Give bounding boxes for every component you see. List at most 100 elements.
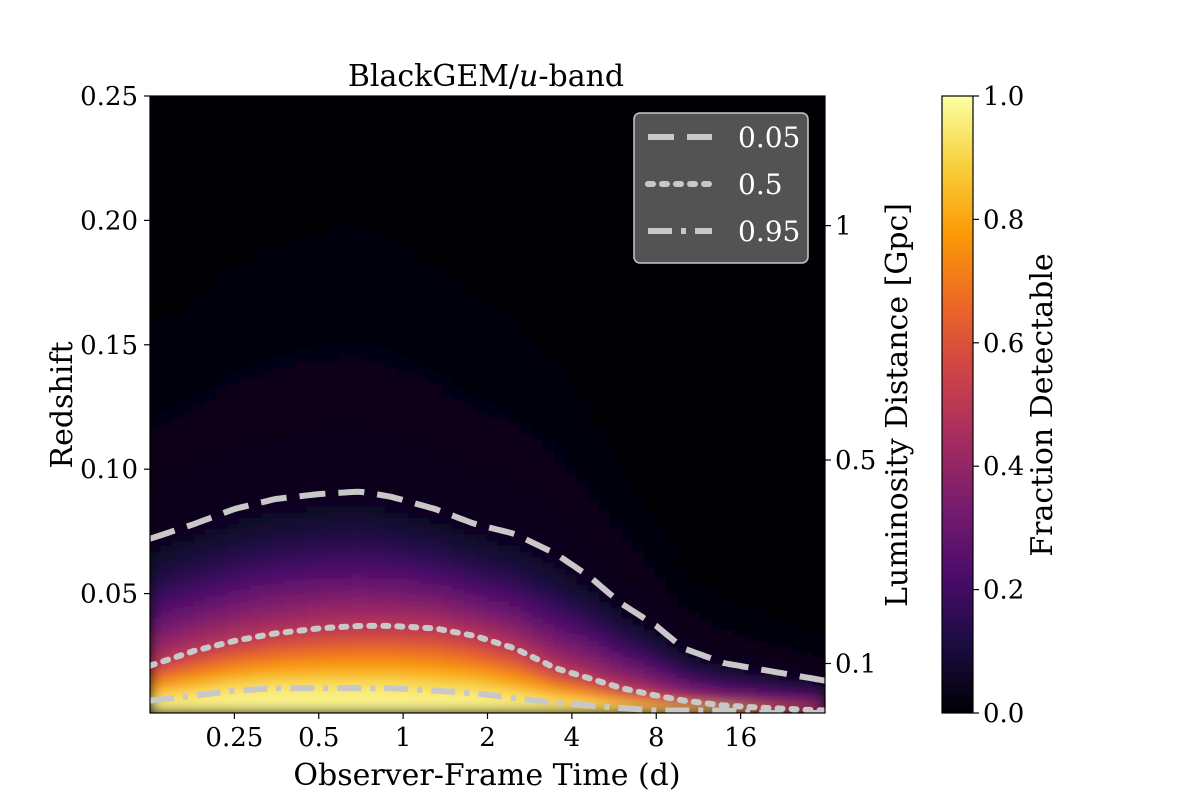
heatmap-cell [385,644,399,653]
heatmap-cell [621,538,635,546]
heatmap-cell [734,695,748,703]
heatmap-cell [160,605,174,613]
heatmap-cell [362,470,377,479]
heatmap-cell [565,644,579,653]
heatmap-cell [160,498,174,507]
heatmap-cell [194,566,208,574]
heatmap-cell [329,285,343,294]
heatmap-cell [689,571,703,580]
heatmap-cell [261,336,275,344]
heatmap-cell [419,566,433,574]
heatmap-cell [396,566,410,574]
heatmap-cell [542,605,557,613]
heatmap-cell [261,403,275,412]
heatmap-cell [250,549,264,557]
heatmap-cell [227,650,242,658]
heatmap-cell [284,442,298,451]
heatmap-cell [509,599,523,608]
heatmap-cell [295,341,309,350]
heatmap-cell [239,655,253,664]
heatmap-cell [812,661,825,670]
heatmap-cell [666,672,680,681]
heatmap-cell [182,465,197,473]
heatmap-cell [531,369,545,378]
heatmap-cell [464,616,478,625]
heatmap-cell [419,583,433,591]
heatmap-cell [520,409,534,417]
heatmap-cell [475,538,489,546]
heatmap-cell [407,482,422,490]
heatmap-cell [295,622,309,630]
heatmap-cell [419,347,433,355]
heatmap-cell [239,538,253,546]
heatmap-cell [340,403,354,412]
heatmap-cell [452,543,467,552]
heatmap-cell [576,560,590,569]
heatmap-cell [464,319,478,327]
heatmap-cell [520,375,534,384]
heatmap-cell [374,588,388,597]
heatmap-cell [419,706,433,713]
heatmap-cell [295,274,309,283]
heatmap-cell [576,554,590,563]
heatmap-cell [419,678,433,686]
heatmap-cell [205,532,219,541]
heatmap-cell [610,526,624,535]
heatmap-cell [576,442,590,451]
heatmap-cell [351,274,365,283]
heatmap-cell [171,672,185,681]
heatmap-cell [239,369,253,378]
heatmap-cell [565,454,579,462]
heatmap-cell [801,667,815,675]
heatmap-cell [205,594,219,602]
heatmap-cell [430,554,444,563]
heatmap-cell [317,470,332,479]
heatmap-cell [216,549,230,557]
heatmap-cell [644,532,658,541]
heatmap-cell [216,375,230,384]
contour-0-5 [150,622,825,713]
heatmap-cell [587,622,602,630]
heatmap-cell [340,336,354,344]
heatmap-cell [430,622,444,630]
heatmap-cell [452,347,467,355]
heatmap-cell [396,263,410,271]
heatmap-cell [464,369,478,378]
heatmap-cell [419,532,433,541]
heatmap-cell [407,560,422,569]
heatmap-cell [542,672,557,681]
heatmap-cell [542,397,557,406]
heatmap-cell [216,616,230,625]
heatmap-cell [430,285,444,294]
heatmap-cell [430,571,444,580]
heatmap-cell [430,599,444,608]
heatmap-cell [205,425,219,434]
heatmap-cell [711,678,725,686]
heatmap-cell [655,594,669,602]
heatmap-cell [272,341,287,350]
heatmap-cell [396,336,410,344]
heatmap-cell [306,280,320,288]
heatmap-cell [340,515,354,524]
heatmap-cell [407,302,422,311]
heatmap-cell [419,397,433,406]
heatmap-cell [441,605,455,613]
heatmap-cell [182,425,197,434]
heatmap-cell [475,482,489,490]
heatmap-cell [150,543,163,552]
heatmap-cell [351,280,365,288]
heatmap-cell [205,319,219,327]
heatmap-cell [194,420,208,428]
heatmap-cell [317,476,332,484]
heatmap-cell [306,487,320,496]
heatmap-cell [576,678,590,686]
heatmap-cell [655,538,669,546]
heatmap-cell [587,684,602,692]
heatmap-cell [779,650,793,658]
heatmap-cell [295,644,309,653]
heatmap-cell [295,465,309,473]
heatmap-cell [182,459,197,468]
heatmap-cell [452,650,467,658]
heatmap-cell [317,644,332,653]
